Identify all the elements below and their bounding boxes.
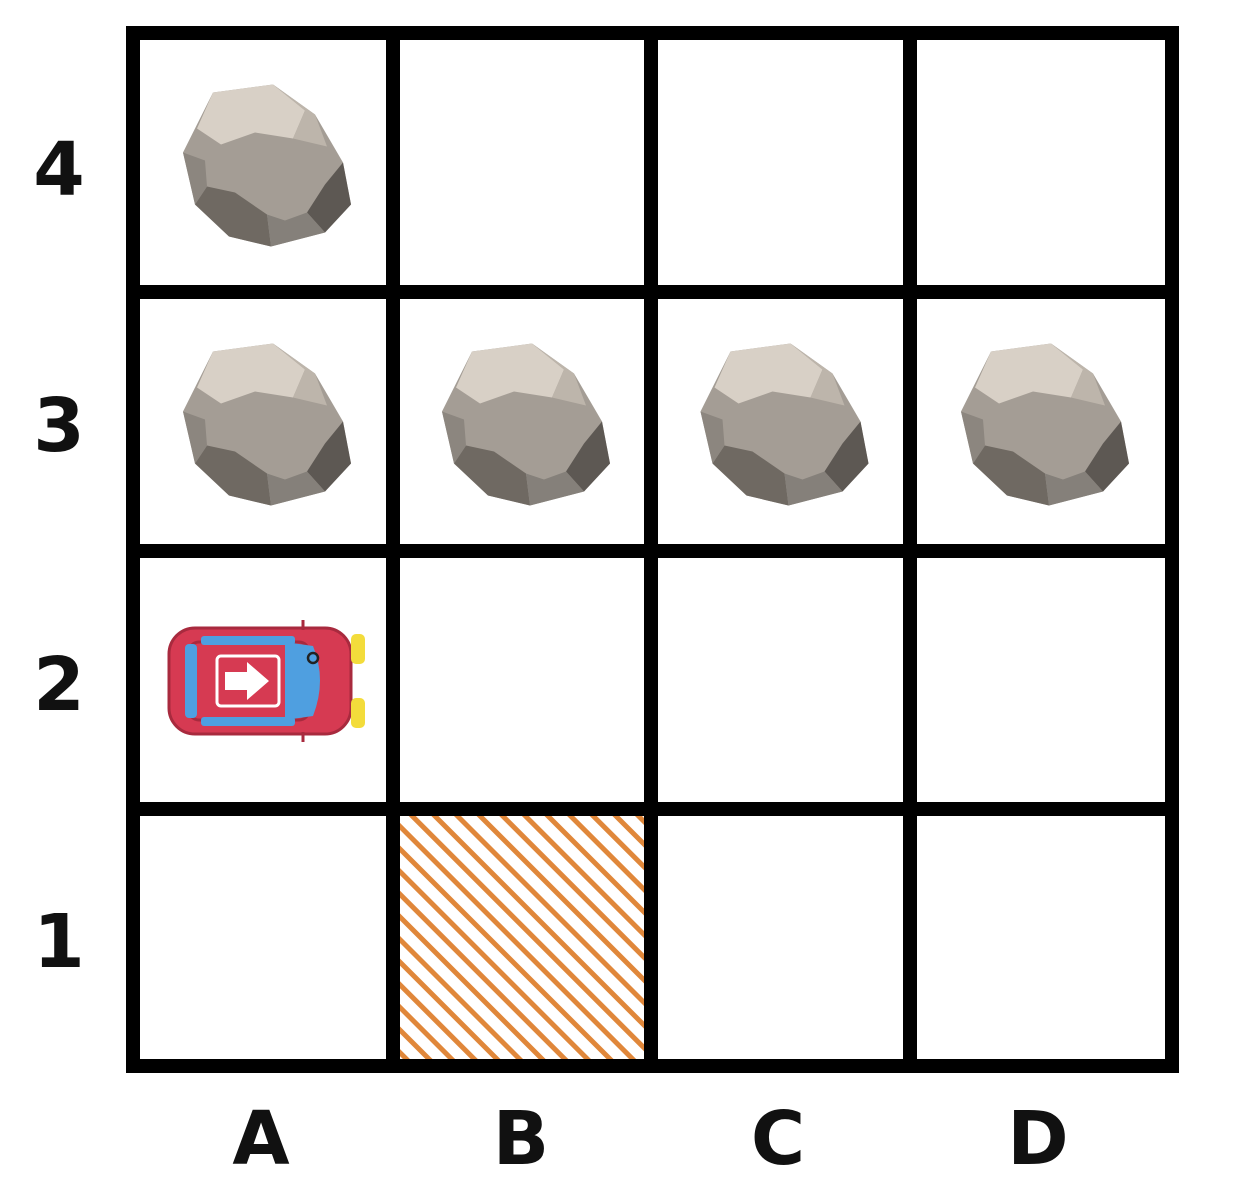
car-icon	[167, 620, 365, 742]
row-label-1: 1	[33, 899, 85, 985]
hatched-target-cell	[393, 809, 651, 1066]
rock-icon-a4	[183, 84, 351, 247]
col-label-a: A	[232, 1096, 290, 1182]
row-label-4: 4	[33, 127, 85, 213]
col-label-b: B	[492, 1096, 550, 1182]
row-label-2: 2	[33, 642, 85, 728]
row-label-3: 3	[33, 383, 85, 469]
rock-icon-a3	[183, 343, 351, 506]
rock-icon-b3	[442, 343, 610, 506]
col-label-d: D	[1007, 1096, 1069, 1182]
rock-icon-d3	[961, 343, 1129, 506]
arrow-right-icon	[225, 662, 269, 700]
col-label-c: C	[750, 1096, 806, 1182]
rock-icon-c3	[700, 343, 869, 506]
